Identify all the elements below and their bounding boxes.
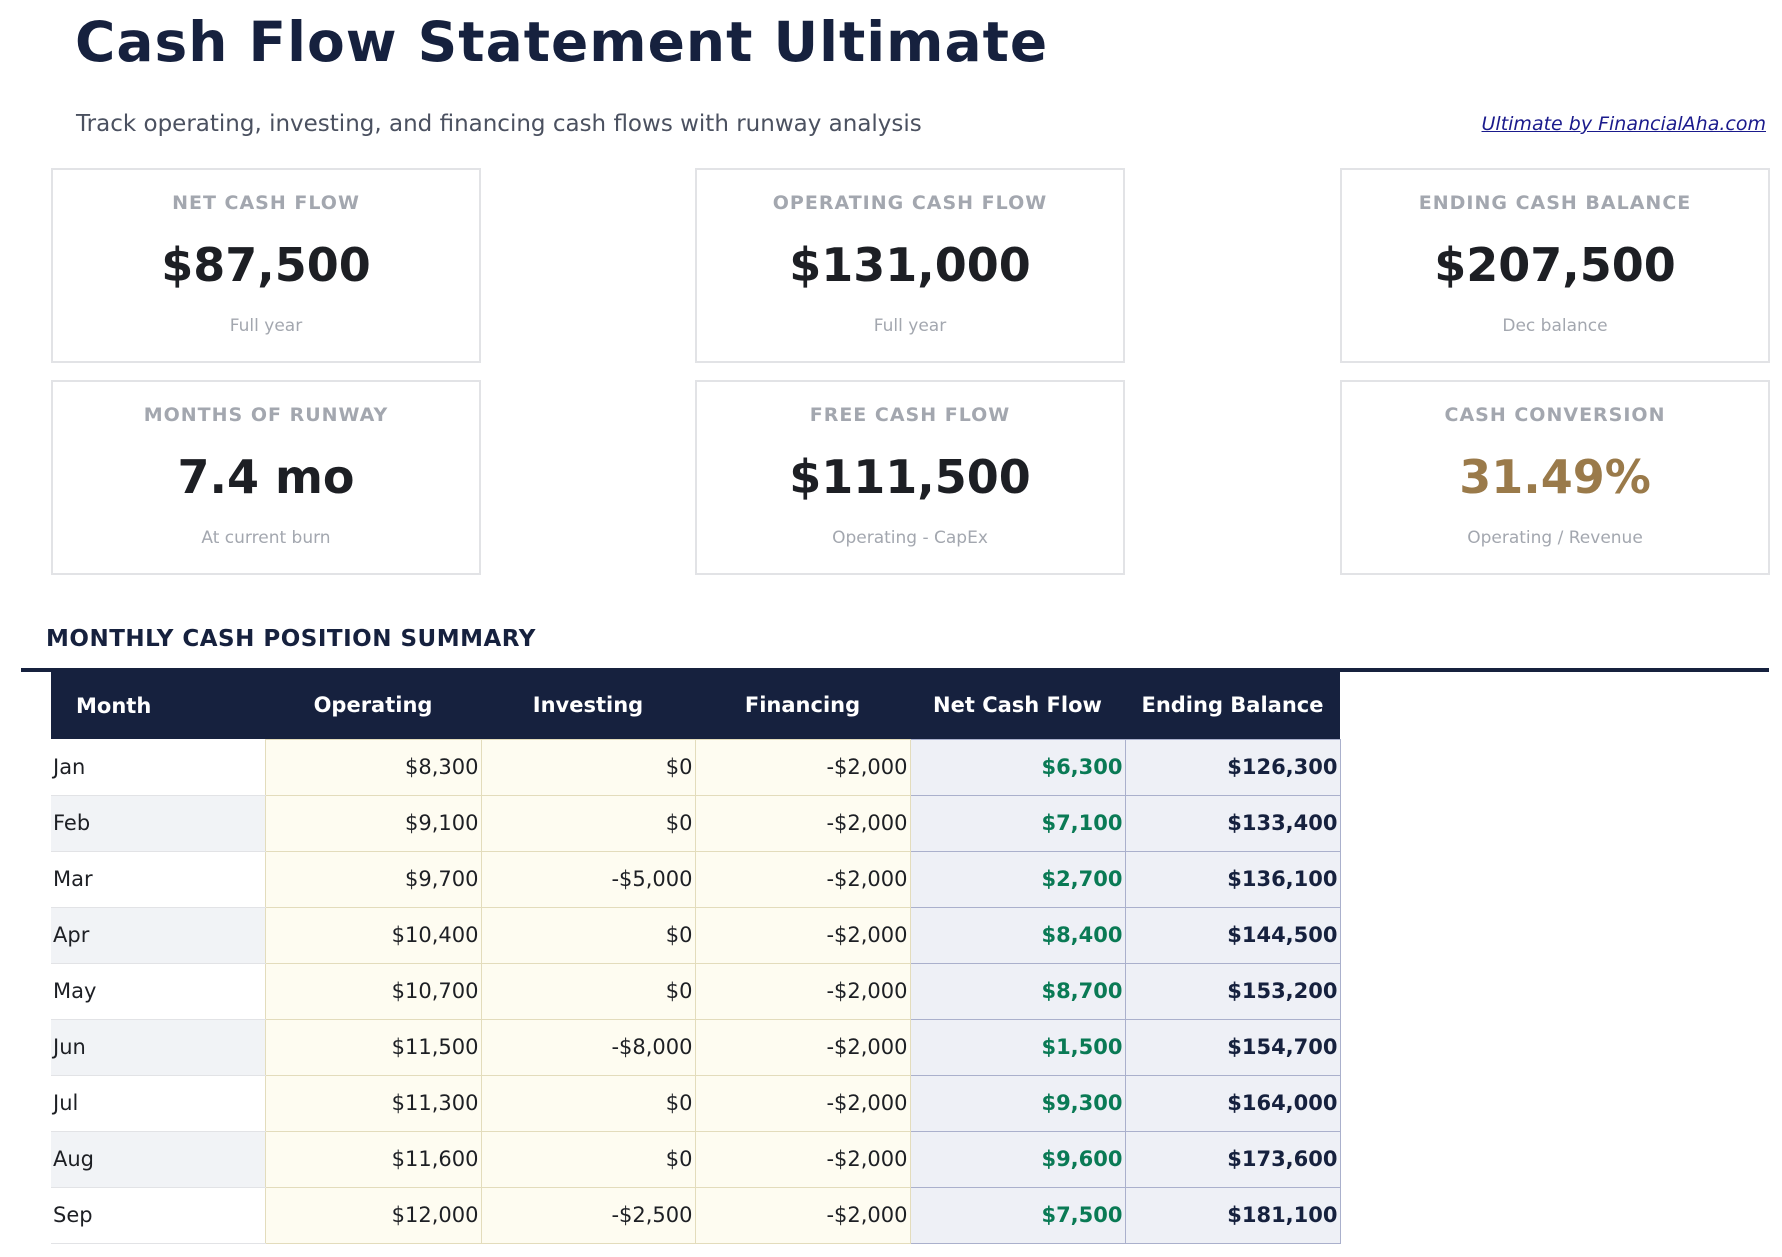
kpi-sublabel: At current burn [201,528,331,548]
kpi-label: MONTHS OF RUNWAY [143,404,389,426]
table-row: Feb $9,100 $0 -$2,000 $7,100 $133,400 [51,794,1341,852]
kpi-value: $207,500 [1434,238,1676,292]
table-cell: Aug [51,1131,265,1188]
table-cell: Feb [51,795,265,852]
kpi-label: ENDING CASH BALANCE [1418,192,1692,214]
table-cell: $7,100 [909,794,1126,852]
table-cell: $7,500 [909,1186,1126,1244]
kpi-value: 7.4 mo [177,450,355,504]
table-cell: $2,700 [909,850,1126,908]
table-cell: $0 [480,962,696,1020]
table-row: May $10,700 $0 -$2,000 $8,700 $153,200 [51,962,1341,1020]
table-cell: -$2,000 [694,1018,911,1076]
table-cell: $164,000 [1124,1074,1341,1132]
table-cell: $11,300 [264,1074,482,1132]
column-header: Financing [695,672,910,739]
table-cell: May [51,963,265,1020]
table-cell: $0 [480,738,696,796]
table-cell: $136,100 [1124,850,1341,908]
table-cell: -$2,000 [694,794,911,852]
section-title: MONTHLY CASH POSITION SUMMARY [46,626,536,652]
table-cell: $9,700 [264,850,482,908]
kpi-value: $131,000 [789,238,1031,292]
table-cell: $11,600 [264,1130,482,1188]
kpi-card: NET CASH FLOW $87,500 Full year [51,168,481,363]
table-cell: -$2,000 [694,962,911,1020]
table-cell: $11,500 [264,1018,482,1076]
table-cell: $9,100 [264,794,482,852]
brand-link[interactable]: Ultimate by FinancialAha.com [1481,113,1766,135]
kpi-value: $111,500 [789,450,1031,504]
table-row: Sep $12,000 -$2,500 -$2,000 $7,500 $181,100 [51,1186,1341,1244]
table-cell: Jan [51,739,265,796]
table-cell: $10,700 [264,962,482,1020]
kpi-card: OPERATING CASH FLOW $131,000 Full year [695,168,1125,363]
table-cell: -$2,000 [694,850,911,908]
column-header: Investing [481,672,695,739]
column-header: Month [51,672,265,739]
table-cell: $10,400 [264,906,482,964]
table-cell: $153,200 [1124,962,1341,1020]
kpi-card: MONTHS OF RUNWAY 7.4 mo At current burn [51,380,481,575]
table-cell: $0 [480,794,696,852]
table-cell: $8,700 [909,962,1126,1020]
kpi-label: OPERATING CASH FLOW [772,192,1048,214]
table-cell: -$2,000 [694,1130,911,1188]
column-header: Net Cash Flow [910,672,1125,739]
table-cell: -$2,000 [694,1186,911,1244]
kpi-sublabel: Operating - CapEx [832,528,988,548]
table-cell: $1,500 [909,1018,1126,1076]
table-cell: $154,700 [1124,1018,1341,1076]
table-cell: -$2,000 [694,1074,911,1132]
table-row: Jul $11,300 $0 -$2,000 $9,300 $164,000 [51,1074,1341,1132]
kpi-sublabel: Dec balance [1502,316,1608,336]
table-cell: $8,400 [909,906,1126,964]
table-row: Jun $11,500 -$8,000 -$2,000 $1,500 $154,700 [51,1018,1341,1076]
kpi-value: 31.49% [1459,450,1651,504]
table-cell: Sep [51,1187,265,1244]
table-row: Aug $11,600 $0 -$2,000 $9,600 $173,600 [51,1130,1341,1188]
table-cell: $0 [480,1074,696,1132]
table-cell: $181,100 [1124,1186,1341,1244]
table-cell: -$2,500 [480,1186,696,1244]
table-cell: Mar [51,851,265,908]
kpi-label: FREE CASH FLOW [809,404,1011,426]
table-cell: -$8,000 [480,1018,696,1076]
table-cell: $6,300 [909,738,1126,796]
page-subtitle: Track operating, investing, and financin… [76,111,922,137]
kpi-value: $87,500 [161,238,371,292]
table-row: Apr $10,400 $0 -$2,000 $8,400 $144,500 [51,906,1341,964]
section-divider [21,668,1769,672]
table-cell: $0 [480,1130,696,1188]
kpi-sublabel: Operating / Revenue [1467,528,1643,548]
table-cell: $144,500 [1124,906,1341,964]
table-cell: $12,000 [264,1186,482,1244]
table-cell: Jun [51,1019,265,1076]
table-cell: $133,400 [1124,794,1341,852]
table-cell: -$5,000 [480,850,696,908]
kpi-card: ENDING CASH BALANCE $207,500 Dec balance [1340,168,1770,363]
table-cell: -$2,000 [694,738,911,796]
table-cell: $173,600 [1124,1130,1341,1188]
table-cell: $9,300 [909,1074,1126,1132]
column-header: Operating [265,672,481,739]
table-cell: $0 [480,906,696,964]
table-cell: -$2,000 [694,906,911,964]
table-row: Jan $8,300 $0 -$2,000 $6,300 $126,300 [51,738,1341,796]
table-cell: Jul [51,1075,265,1132]
kpi-sublabel: Full year [229,316,303,336]
table-cell: $9,600 [909,1130,1126,1188]
column-header: Ending Balance [1125,672,1340,739]
table-cell: Apr [51,907,265,964]
table-row: Mar $9,700 -$5,000 -$2,000 $2,700 $136,100 [51,850,1341,908]
kpi-label: CASH CONVERSION [1444,404,1666,426]
kpi-label: NET CASH FLOW [172,192,360,214]
cash-position-table: Month Operating Investing Financing Net Cash… [51,672,1341,1244]
table-cell: $8,300 [264,738,482,796]
kpi-card: CASH CONVERSION 31.49% Operating / Reven… [1340,380,1770,575]
table-cell: $126,300 [1124,738,1341,796]
kpi-card: FREE CASH FLOW $111,500 Operating - CapE… [695,380,1125,575]
page-title: Cash Flow Statement Ultimate [75,10,1049,74]
kpi-sublabel: Full year [873,316,947,336]
